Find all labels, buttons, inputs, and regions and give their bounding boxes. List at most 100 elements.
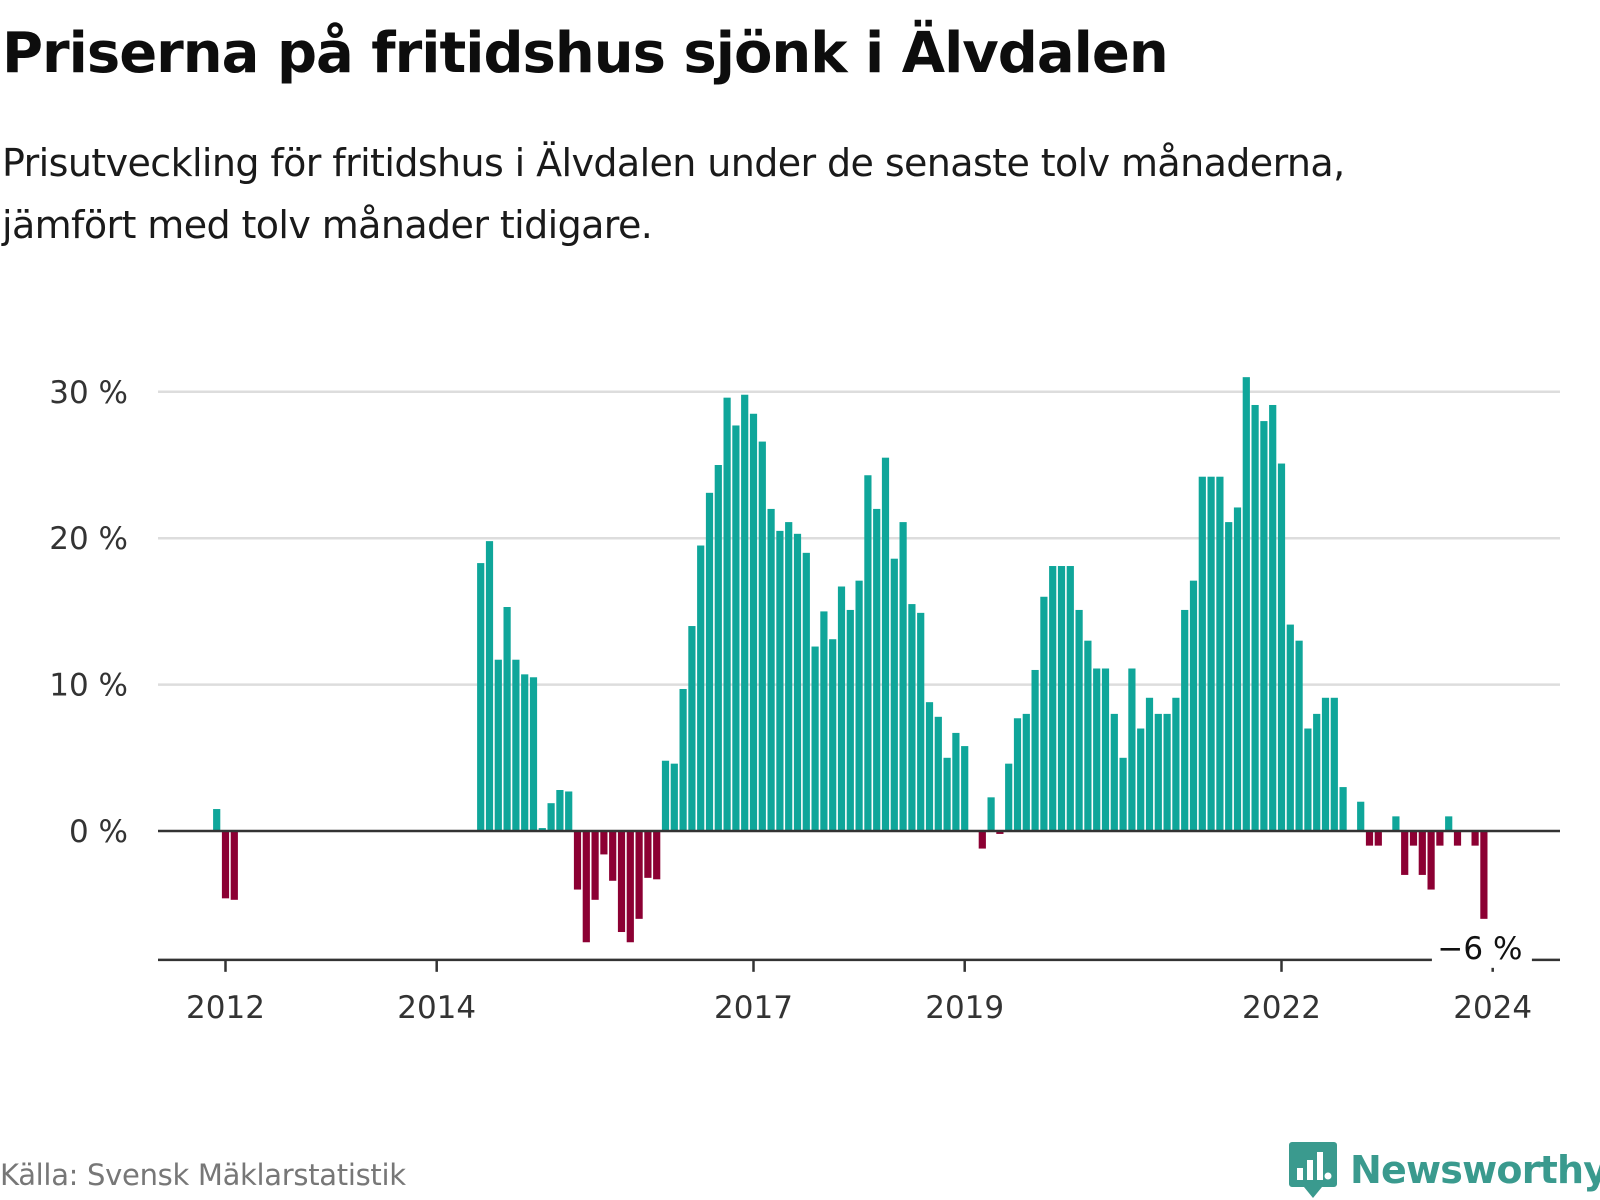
bar [1295,640,1303,831]
bar [697,545,705,831]
bar [890,558,898,831]
bar [1233,507,1242,831]
bar [547,803,555,831]
bar [1110,713,1118,831]
subtitle-line-1: Prisutveckling för fritidshus i Älvdalen… [2,141,1345,185]
bar [1128,668,1136,831]
bar [776,530,784,831]
subtitle-line-2: jämfört med tolv månader tidigare. [2,203,653,247]
bar [917,612,925,831]
bar [961,746,969,831]
bar [943,757,951,831]
y-tick-label: 20 % [49,521,128,557]
newsworthy-logo[interactable]: Newsworthy [1288,1140,1600,1200]
bar [1057,566,1066,831]
bar [846,609,854,831]
bar [785,522,793,831]
bar [503,607,511,831]
x-tick-label: 2024 [1453,990,1532,1026]
bar [1269,404,1277,831]
bar [934,716,942,831]
bar [644,831,652,878]
bar [477,563,485,831]
bar [1313,713,1321,831]
bar [635,831,643,919]
bar [1066,566,1074,831]
bar [1401,831,1409,875]
bar [1418,831,1426,875]
bar [1022,713,1030,831]
bar [1154,713,1162,831]
bar [829,639,837,831]
bar [1471,831,1479,846]
bars [213,377,1488,943]
bar [512,659,520,831]
bar [714,465,722,831]
bar [1013,718,1022,831]
bar [653,831,661,880]
bar [617,831,626,933]
source-note: Källa: Svensk Mäklarstatistik [0,1158,406,1192]
bar [1049,566,1057,831]
bar [1075,609,1083,831]
bar [873,508,881,831]
bar [855,580,863,831]
bar [1163,713,1171,831]
x-tick-label: 2012 [186,990,265,1026]
bar [1040,596,1048,831]
bar [732,425,740,831]
bar [1321,697,1330,831]
bar [1137,728,1145,831]
bar [1330,697,1338,831]
bar [1005,763,1013,831]
bar [1277,463,1286,831]
bar [1242,377,1250,831]
bar [741,394,749,831]
bar [723,397,731,831]
bar [661,760,670,831]
bar [925,702,934,831]
bar [793,533,802,831]
bar [1181,609,1189,831]
bar [556,790,564,831]
bar [538,828,546,831]
chart-title: Priserna på fritidshus sjönk i Älvdalen [2,21,1169,86]
bar [1392,816,1400,831]
bar [230,831,238,900]
bar [221,831,230,899]
bar [494,659,502,831]
bar [1365,831,1374,846]
x-tick-label: 2022 [1242,990,1321,1026]
bar [1119,757,1127,831]
bar [899,522,907,831]
bar [749,413,758,831]
bar [1286,624,1294,831]
bar [1093,668,1101,831]
bar [952,732,960,831]
bar [1031,669,1039,831]
bar [1225,522,1233,831]
bar [1084,640,1092,831]
bar [811,646,819,831]
bar [213,809,221,831]
bar [1409,831,1418,846]
bar [864,475,872,831]
x-tick-label: 2014 [397,990,476,1026]
bar [1172,697,1180,831]
x-axis-labels: 2012 2014 2017 2019 2022 2024 [186,959,1532,1026]
y-axis-labels: 0 % 10 % 20 % 30 % [49,375,128,850]
bar [1189,580,1198,831]
bar [1251,404,1259,831]
bar [978,831,986,849]
bar [688,626,696,831]
bar [1445,816,1453,831]
bar [573,831,582,890]
bar [1260,421,1268,831]
bar [1436,831,1444,846]
bar [881,457,890,831]
y-tick-label: 30 % [49,375,128,411]
bar [987,797,995,831]
x-tick-label: 2017 [714,990,793,1026]
bar [565,791,573,831]
bar [1145,697,1154,831]
